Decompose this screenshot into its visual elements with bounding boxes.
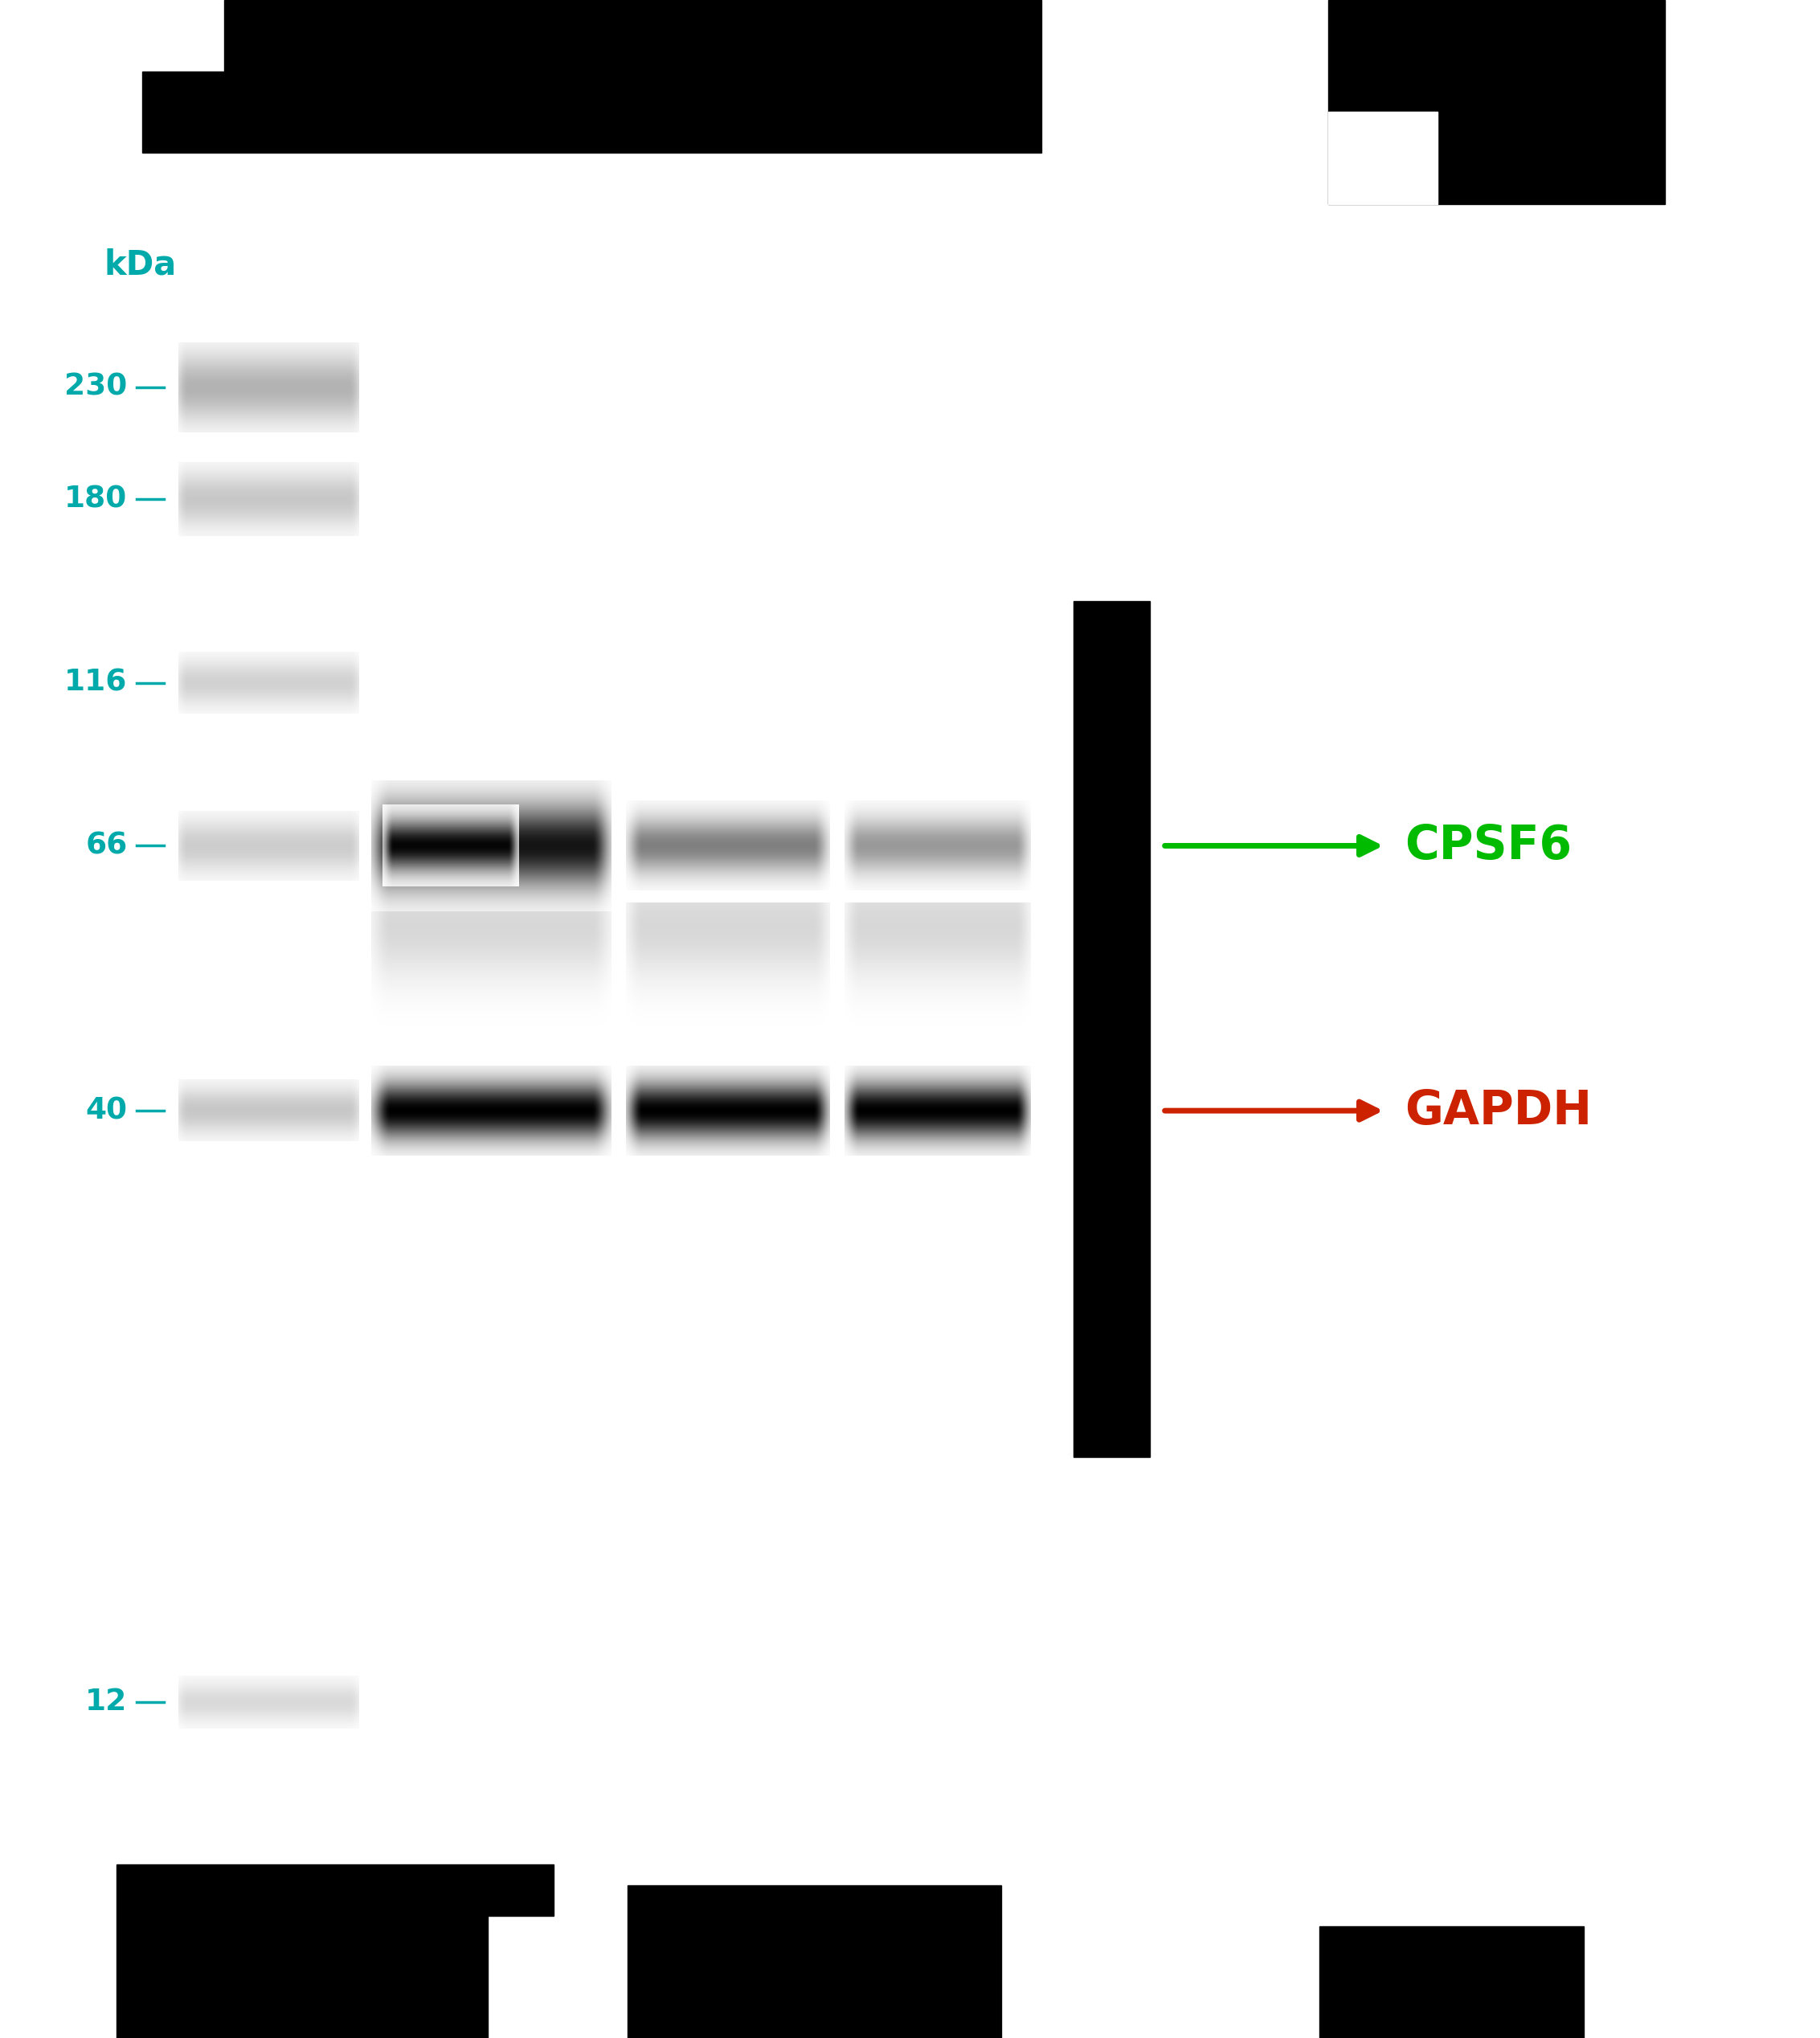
Bar	[142, 71, 224, 153]
Bar	[116, 1865, 553, 1916]
Text: CPSF6: CPSF6	[1405, 823, 1572, 868]
Bar	[116, 1916, 488, 2038]
Bar	[1329, 112, 1438, 204]
Bar	[224, 0, 1041, 153]
Bar	[1320, 1926, 1583, 2038]
Bar	[1074, 601, 1150, 1457]
Text: 180: 180	[64, 485, 127, 514]
Text: kDa: kDa	[104, 249, 177, 281]
Bar	[628, 1885, 1001, 2038]
Bar	[1329, 0, 1665, 204]
Text: GAPDH: GAPDH	[1405, 1088, 1592, 1133]
Bar	[173, 234, 1037, 1855]
Text: 66: 66	[86, 832, 127, 860]
Text: 12: 12	[86, 1687, 127, 1716]
Text: 116: 116	[64, 668, 127, 697]
Text: 40: 40	[86, 1096, 127, 1125]
Text: 230: 230	[64, 373, 127, 401]
